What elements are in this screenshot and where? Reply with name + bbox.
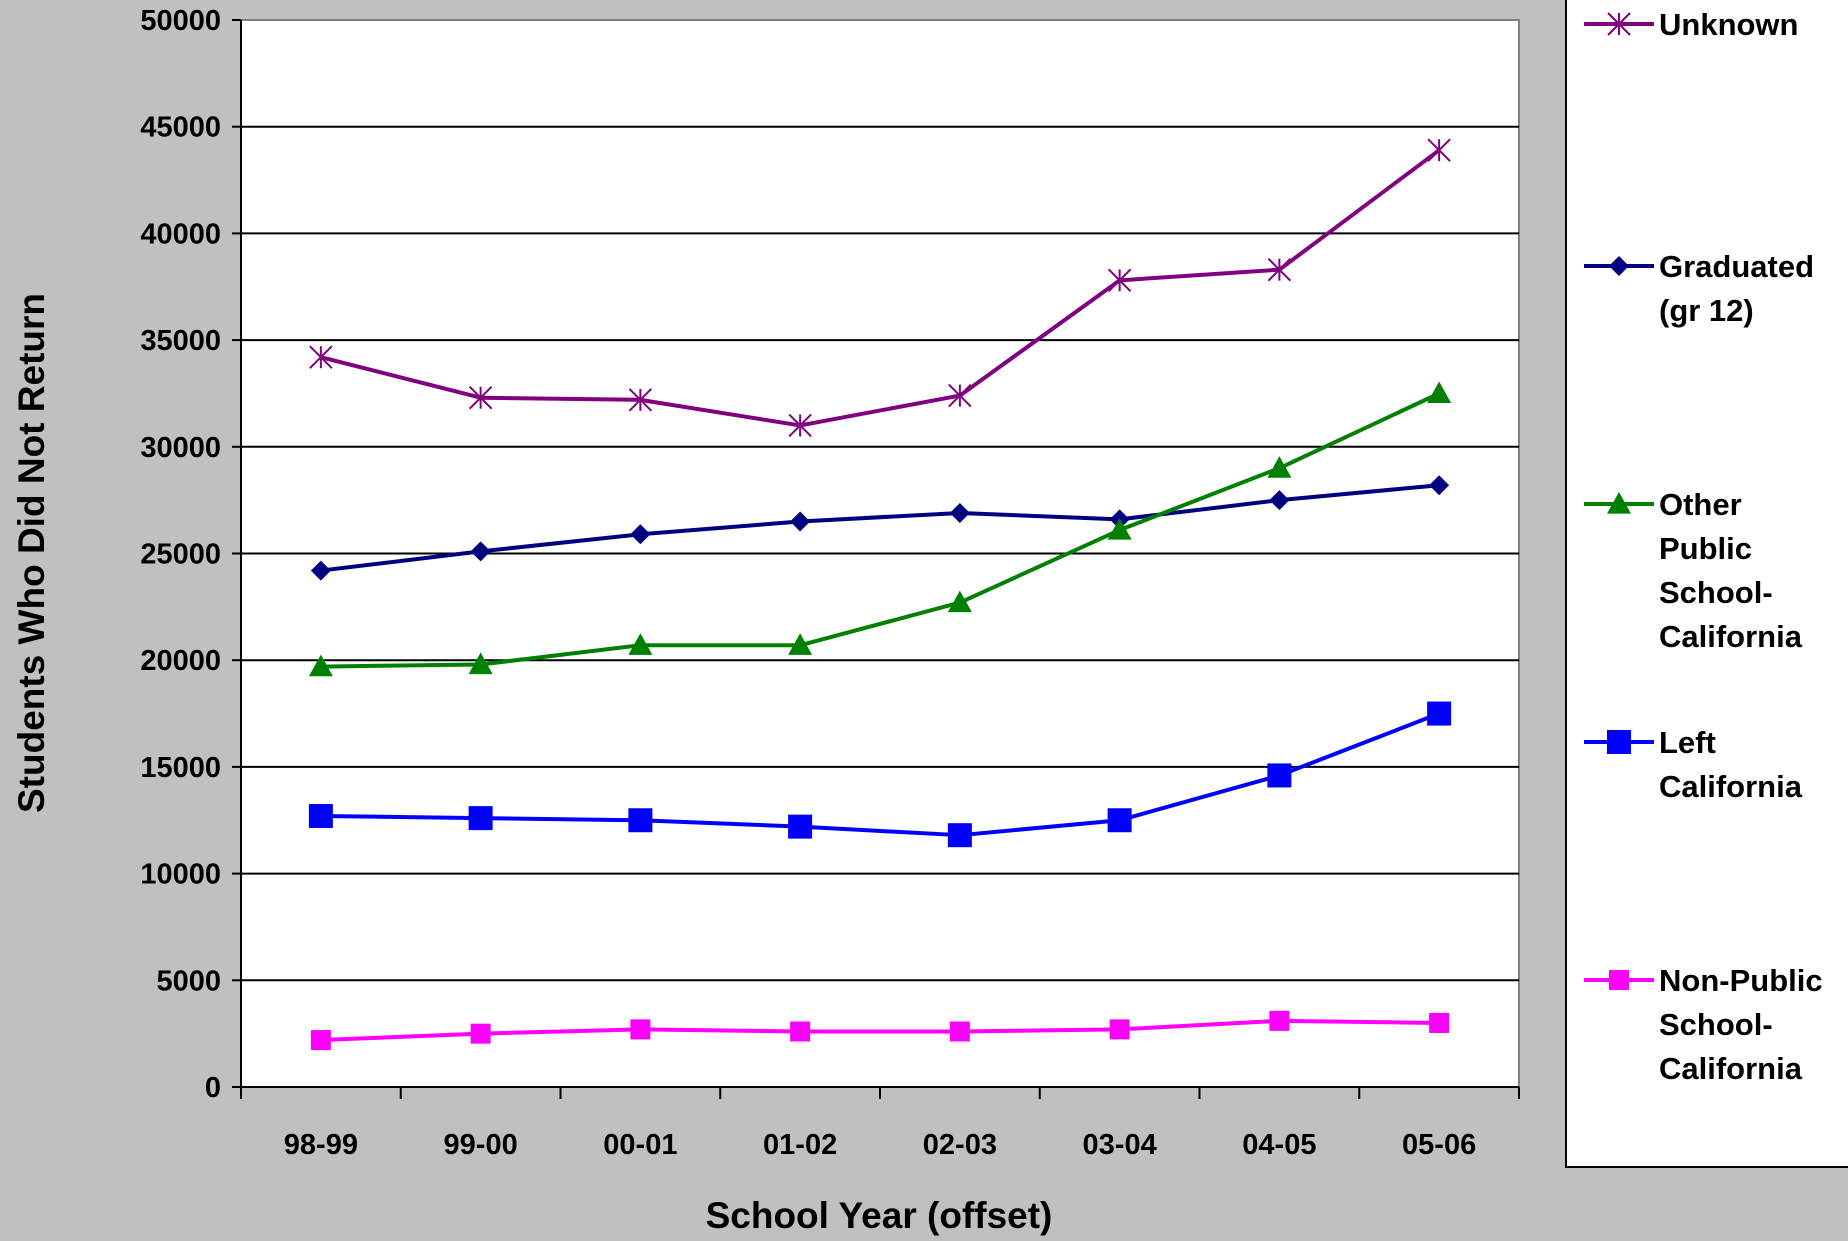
data-point [1269, 1010, 1290, 1031]
x-axis-title: School Year (offset) [706, 1195, 1053, 1236]
y-tick-label: 30000 [140, 432, 221, 464]
data-point [1267, 456, 1292, 478]
y-tick-label: 5000 [156, 965, 221, 997]
x-tick-label: 03-04 [1083, 1129, 1157, 1161]
legend-label: Public [1659, 531, 1752, 566]
x-tick-label: 01-02 [763, 1129, 837, 1161]
data-point [949, 502, 970, 523]
y-tick-label: 50000 [140, 5, 221, 37]
legend-swatch-marker [1607, 730, 1631, 754]
data-point [630, 524, 651, 545]
data-point [470, 541, 491, 562]
data-point [788, 814, 813, 839]
data-point [947, 823, 972, 848]
y-tick-label: 20000 [140, 645, 221, 677]
data-point [310, 1030, 331, 1051]
x-tick-label: 98-99 [284, 1129, 358, 1161]
data-point [309, 345, 333, 369]
data-point [949, 1021, 970, 1042]
data-point [1107, 518, 1132, 540]
data-point [788, 413, 812, 438]
y-tick-label: 15000 [140, 752, 221, 784]
series-line-3 [320, 711, 1440, 838]
data-point [1267, 257, 1292, 282]
y-axis-title: Students Who Did Not Return [11, 293, 52, 813]
data-point [308, 654, 333, 677]
data-point [947, 590, 972, 613]
x-tick-label: 00-01 [603, 1129, 677, 1161]
data-point [1429, 1012, 1450, 1033]
data-point [1107, 808, 1132, 833]
data-point [1427, 701, 1452, 726]
data-point [628, 633, 653, 655]
legend-label: Non-Public [1659, 963, 1823, 998]
legend-label: California [1659, 769, 1803, 804]
legend-swatch-marker [1609, 256, 1629, 276]
x-tick-label: 02-03 [923, 1129, 997, 1161]
legend-label: Unknown [1659, 7, 1799, 42]
data-point [1427, 138, 1451, 162]
y-tick-label: 35000 [140, 325, 221, 357]
legend-label: Left [1659, 725, 1716, 760]
data-point [470, 1023, 491, 1044]
series-lines [308, 138, 1452, 1051]
data-point [1267, 763, 1292, 788]
legend-swatch-marker [1607, 12, 1631, 36]
data-point [468, 386, 493, 410]
y-tick-label: 25000 [140, 539, 221, 571]
data-point [1269, 490, 1290, 511]
legend: Unknown Graduated (gr 12) Other Public School… [1584, 7, 1823, 1086]
series-line-0 [320, 148, 1441, 428]
data-point [1109, 1019, 1130, 1040]
series-line-2 [320, 391, 1440, 669]
data-point [468, 652, 493, 675]
gridlines [241, 125, 1519, 982]
data-point [628, 388, 653, 412]
legend-label: Other [1659, 487, 1742, 522]
data-point [788, 633, 813, 655]
data-point [1429, 475, 1450, 496]
series-line-1 [320, 483, 1440, 573]
data-point [1427, 381, 1452, 404]
x-tick-label: 99-00 [444, 1129, 518, 1161]
legend-label: California [1659, 1051, 1803, 1086]
data-point [790, 1021, 811, 1042]
data-point [948, 383, 972, 408]
legend-label: California [1659, 619, 1803, 654]
series-line-4 [320, 1018, 1440, 1043]
data-point [628, 808, 653, 833]
legend-label: (gr 12) [1659, 293, 1754, 328]
axes: 0 5000 10000 15000 20000 25000 30000 35000 40000… [140, 5, 1520, 1161]
x-tick-label: 04-05 [1242, 1129, 1316, 1161]
legend-label: School- [1659, 575, 1773, 610]
data-point [468, 806, 493, 831]
legend-label: Graduated [1659, 249, 1814, 284]
y-tick-label: 0 [205, 1072, 221, 1104]
data-point [1107, 268, 1132, 293]
data-point [790, 511, 811, 532]
data-point [630, 1019, 651, 1040]
legend-label: School- [1659, 1007, 1773, 1042]
y-tick-label: 40000 [140, 218, 221, 250]
legend-swatch-marker [1607, 492, 1631, 514]
y-tick-label: 45000 [140, 112, 221, 144]
legend-swatch-marker [1609, 970, 1629, 990]
x-tick-label: 05-06 [1402, 1129, 1476, 1161]
data-point [308, 803, 333, 828]
data-point [310, 560, 331, 581]
y-tick-label: 10000 [140, 859, 221, 891]
